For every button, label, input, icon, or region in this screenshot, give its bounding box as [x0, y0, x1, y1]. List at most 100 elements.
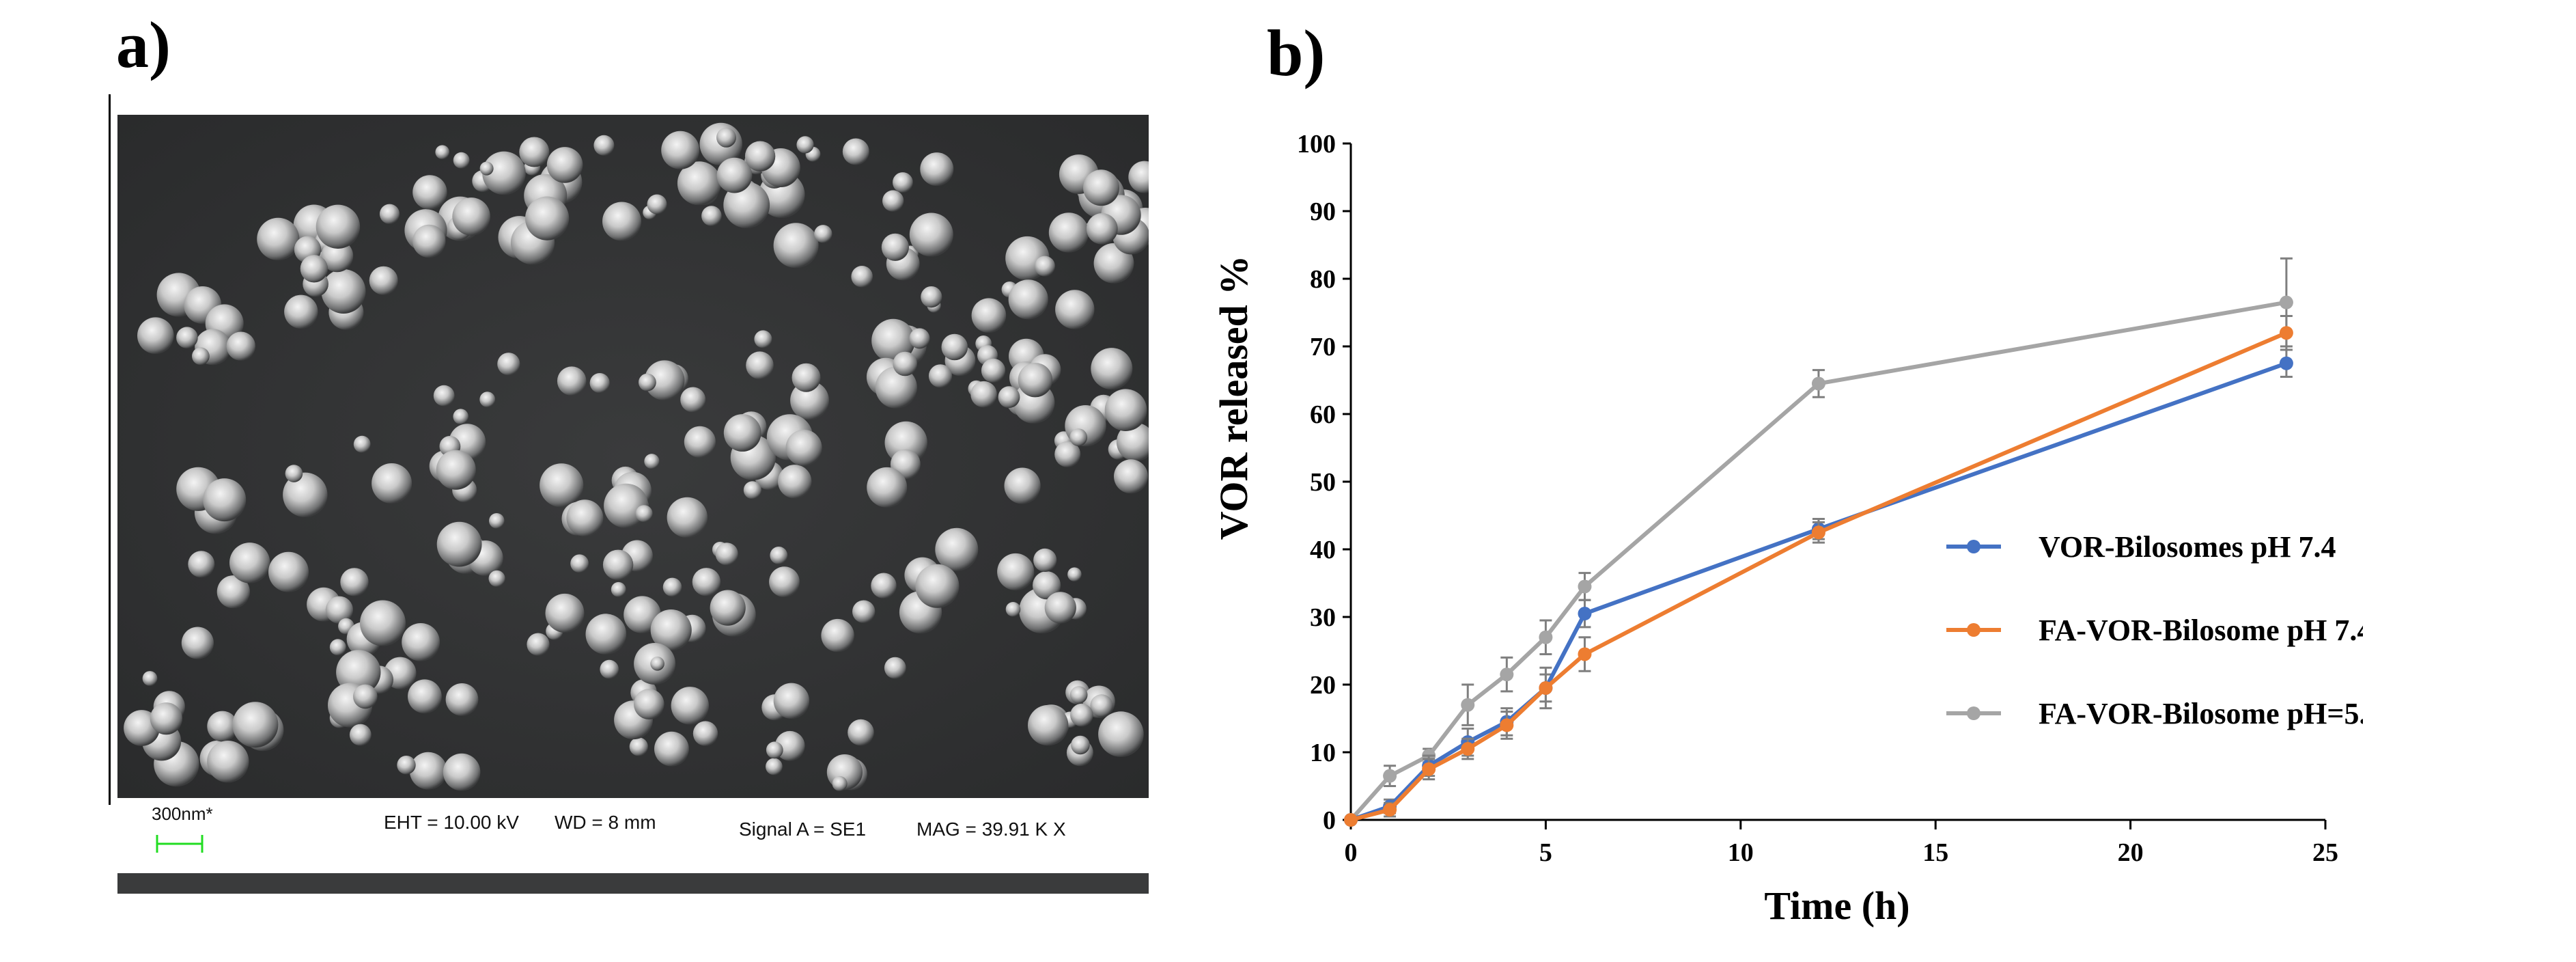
y-tick-label: 30 [1310, 603, 1336, 632]
sem-particle [433, 385, 455, 407]
sem-particle [1028, 704, 1069, 746]
sem-particle [589, 373, 610, 394]
sem-particle [283, 472, 328, 517]
sem-particle [1069, 428, 1088, 446]
sem-particle [867, 467, 908, 508]
sem-particle [1005, 602, 1021, 617]
sem-particle [488, 570, 505, 587]
sem-particle [629, 737, 648, 756]
sem-particle [635, 505, 653, 523]
sem-particle [997, 553, 1035, 591]
sem-particle [443, 753, 481, 791]
sem-particle [593, 135, 615, 156]
sem-particle [1034, 256, 1055, 277]
sem-particle [766, 741, 783, 759]
data-point [1539, 630, 1553, 644]
sem-particle [482, 151, 526, 195]
data-point [1500, 718, 1514, 732]
wd-readout: WD = 8 mm [555, 812, 656, 833]
sem-particle [285, 465, 303, 482]
sem-particle [525, 196, 570, 240]
sem-particle [654, 731, 689, 767]
x-axis-title: Time (h) [1764, 883, 1909, 928]
x-tick-label: 25 [2312, 838, 2338, 867]
sem-particle [893, 172, 913, 193]
sem-particle [519, 137, 550, 167]
sem-particle [671, 687, 709, 725]
sem-particle [647, 194, 667, 215]
sem-particle [893, 351, 917, 376]
sem-particle [479, 391, 496, 408]
sem-particle [150, 702, 182, 735]
sem-particle [329, 639, 346, 656]
sem-particle [644, 360, 685, 400]
data-point [1578, 607, 1592, 621]
data-point [1383, 769, 1397, 783]
sem-particle [928, 364, 953, 388]
sem-particle [821, 618, 854, 652]
sem-particle [142, 671, 158, 686]
sem-particle [611, 581, 626, 597]
sem-particle [871, 318, 915, 363]
sem-particle [1004, 467, 1041, 504]
sem-particle [545, 593, 585, 633]
sem-particle [692, 568, 721, 596]
sem-particle [680, 387, 706, 413]
data-point [2279, 326, 2293, 340]
sem-particle [701, 206, 722, 226]
sem-particle [181, 627, 214, 659]
sem-particle [774, 730, 805, 761]
release-chart: 0 10 20 30 40 50 60 70 80 90 100 0 5 10 15 20 25 VOR rel… [1212, 130, 2363, 928]
sem-particle [321, 240, 354, 273]
sem-particle [207, 711, 238, 742]
sem-particle [489, 513, 505, 529]
sem-particle [634, 689, 664, 719]
sem-particle [971, 298, 1007, 333]
mag-readout: MAG = 39.91 K X [916, 819, 1066, 840]
sem-particle [402, 623, 440, 661]
sem-particle [1086, 213, 1118, 245]
sem-particle [785, 429, 822, 467]
y-tick-label: 90 [1310, 197, 1336, 226]
sem-particle [412, 224, 446, 258]
sem-particle [1033, 571, 1061, 600]
sem-particle [369, 266, 398, 295]
sem-particle [1128, 161, 1149, 193]
data-point [1539, 681, 1553, 695]
sem-particle [715, 542, 738, 566]
sem-particle [408, 679, 442, 714]
sem-particle [677, 161, 721, 206]
sem-particle [397, 756, 416, 775]
x-tick-label: 20 [2118, 838, 2144, 867]
data-point [1461, 742, 1475, 756]
sem-particle [216, 575, 250, 609]
sem-particle [497, 353, 520, 376]
sem-particle [321, 269, 366, 314]
sem-particle [744, 141, 776, 171]
signal-readout: Signal A = SE1 [739, 819, 867, 840]
sem-particle [1044, 592, 1076, 624]
data-point [1383, 803, 1397, 817]
sem-particle [796, 136, 814, 154]
sem-particle [909, 328, 930, 349]
sem-particle [540, 463, 584, 508]
sem-particle [1055, 290, 1095, 329]
data-point [2279, 356, 2293, 370]
panel-label-a: a) [116, 8, 171, 81]
legend-item-3: FA-VOR-Bilosome pH=5.5 [1946, 697, 2363, 730]
sem-particle [650, 609, 692, 651]
y-tick-label: 50 [1310, 468, 1336, 497]
sem-particle [1071, 735, 1090, 755]
data-point [1422, 762, 1436, 776]
sem-particle [790, 381, 829, 420]
sem-particle [1033, 548, 1057, 573]
sem-particle [1048, 212, 1089, 253]
series-1 [1344, 348, 2293, 827]
sem-particle [935, 527, 979, 571]
x-tick-label: 15 [1922, 838, 1948, 867]
sem-particle [941, 333, 968, 361]
sem-particle [268, 551, 309, 592]
sem-particle [852, 600, 876, 623]
sem-particle [527, 633, 550, 656]
legend-label: FA-VOR-Bilosome pH=5.5 [2039, 697, 2363, 730]
